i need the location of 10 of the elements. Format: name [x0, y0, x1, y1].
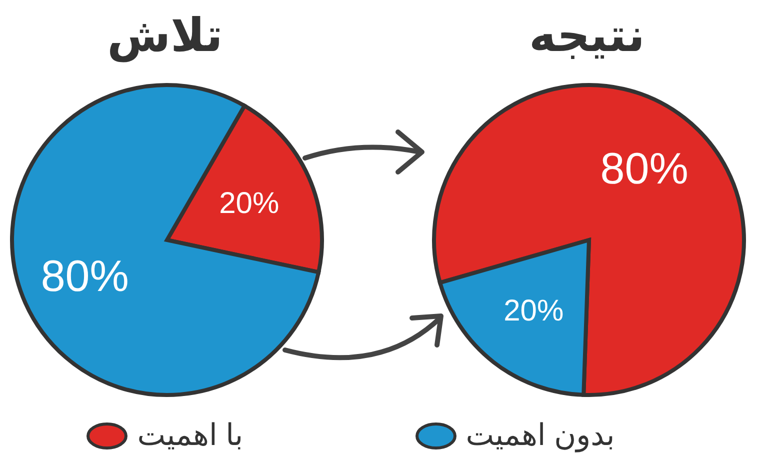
data-label: 20%	[219, 186, 280, 220]
pie-slice	[10, 83, 321, 397]
chart-title: تلاش	[106, 8, 224, 62]
legend-label: با اهمیت	[137, 418, 244, 453]
data-label: 20%	[504, 294, 564, 328]
chart-title: نتیجه	[528, 8, 646, 62]
pie-slice	[432, 83, 746, 397]
data-label: 80%	[40, 252, 129, 302]
data-label: 80%	[600, 144, 688, 194]
legend-label: بدون اهمیت	[466, 418, 615, 453]
